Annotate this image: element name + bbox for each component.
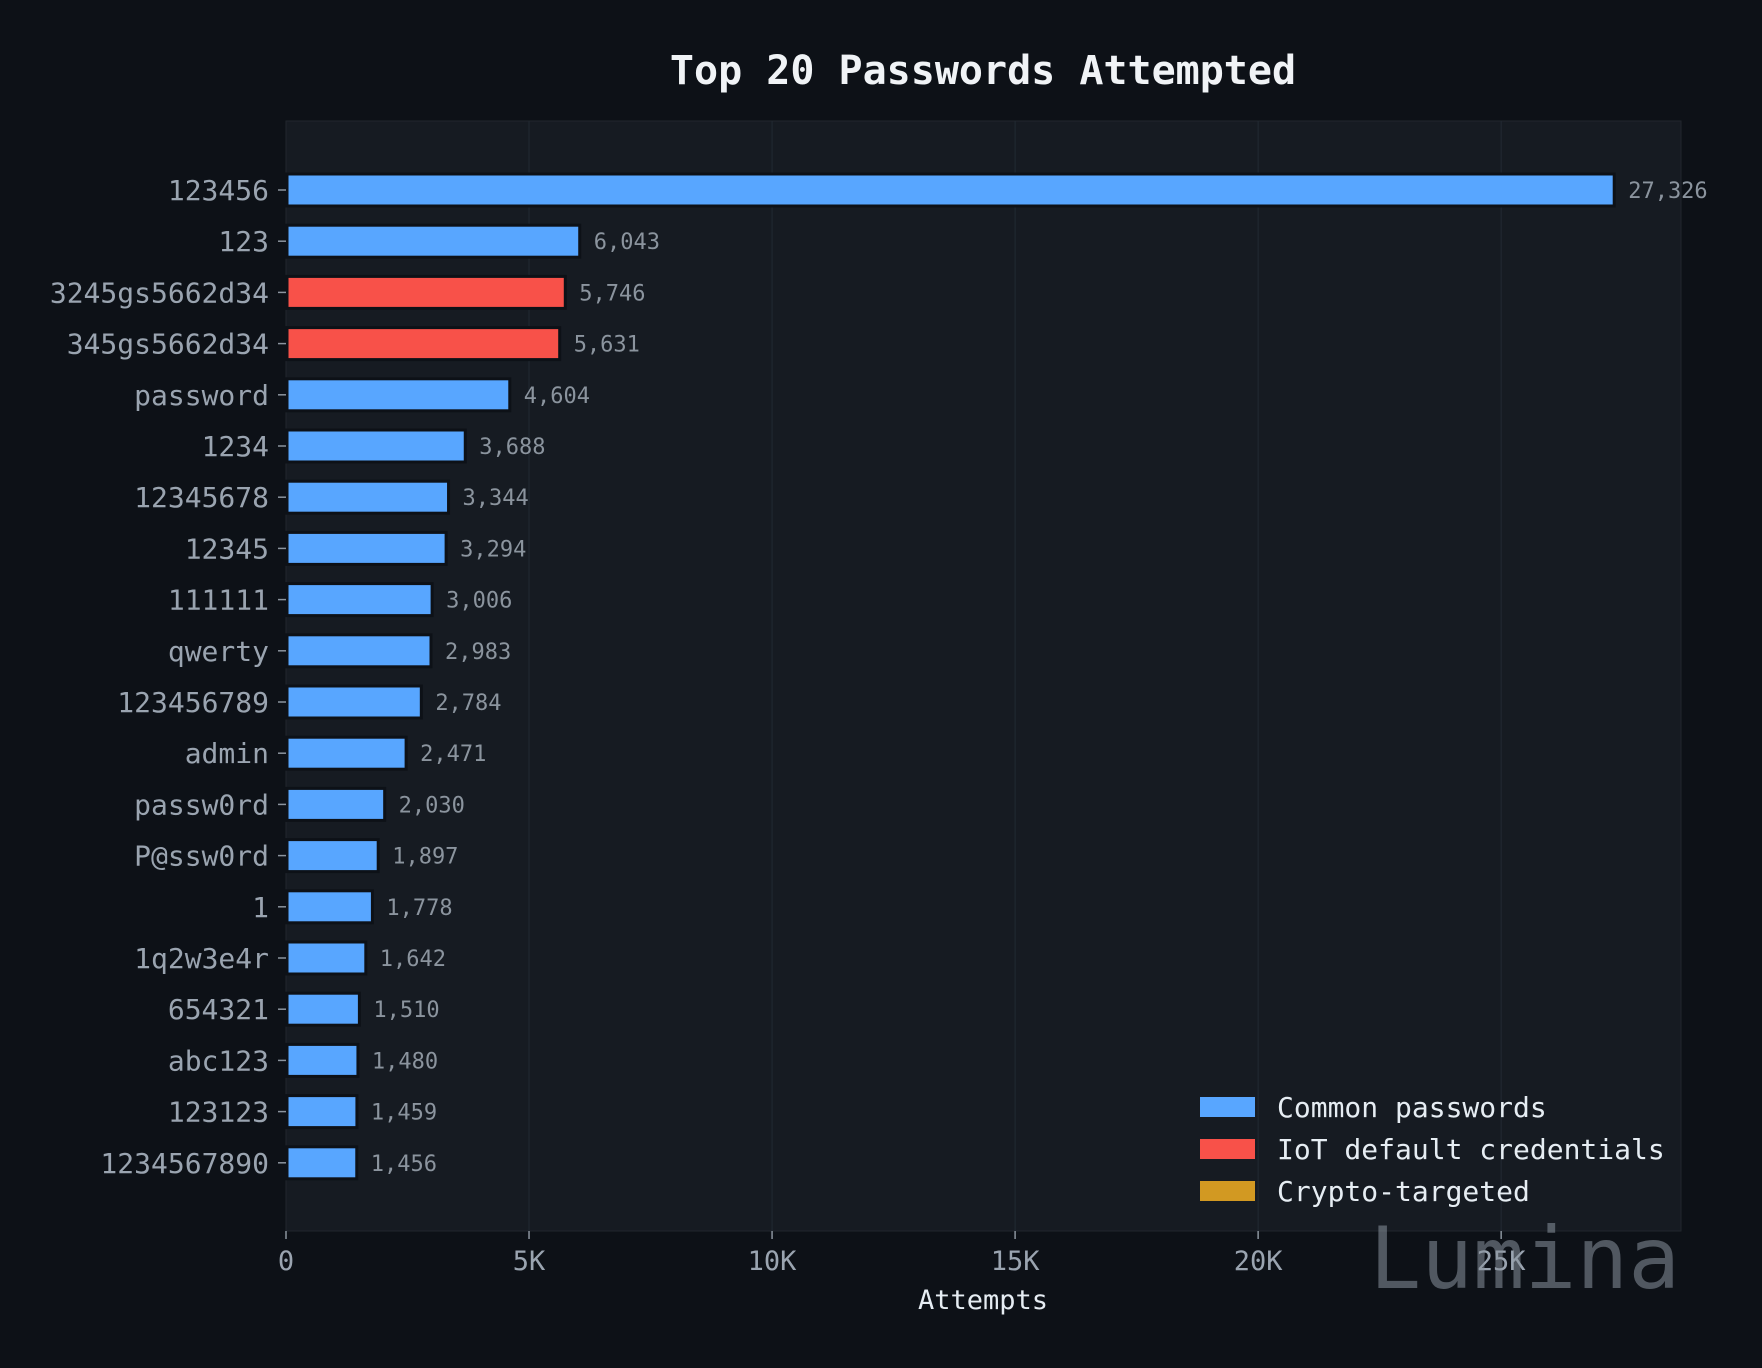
bar bbox=[285, 223, 582, 259]
legend-swatch bbox=[1200, 1181, 1255, 1201]
legend-swatch bbox=[1200, 1097, 1255, 1117]
y-tick-label: 123123 bbox=[168, 1096, 269, 1129]
data-label: 1,510 bbox=[373, 998, 439, 1023]
x-tick-label: 10K bbox=[748, 1246, 798, 1277]
bar bbox=[285, 377, 512, 413]
data-label: 1,459 bbox=[371, 1101, 437, 1126]
y-tick-label: 3245gs5662d34 bbox=[50, 276, 269, 309]
data-label: 6,043 bbox=[594, 230, 660, 255]
y-tick-label: 123456 bbox=[168, 174, 269, 207]
legend: Common passwords IoT default credentials C… bbox=[1200, 1091, 1665, 1208]
bar bbox=[285, 786, 387, 822]
y-axis-ticks: 123456 123 3245gs5662d34 345gs5662d34 passwo… bbox=[50, 174, 286, 1180]
x-gridlines bbox=[528, 121, 1502, 1231]
data-label: 1,778 bbox=[386, 896, 452, 921]
data-label: 1,642 bbox=[380, 947, 446, 972]
y-tick-label: P@ssw0rd bbox=[134, 840, 269, 873]
y-tick-label: 123 bbox=[218, 225, 269, 258]
data-label: 2,030 bbox=[399, 793, 465, 818]
bar bbox=[285, 530, 448, 566]
y-tick-label: 123456789 bbox=[117, 686, 269, 719]
data-label: 4,604 bbox=[524, 384, 590, 409]
y-tick-label: qwerty bbox=[168, 635, 269, 668]
y-tick-label: 654321 bbox=[168, 993, 269, 1026]
bar bbox=[285, 684, 423, 720]
data-label: 2,784 bbox=[435, 691, 501, 716]
x-axis-ticks: 0 5K 10K 15K 20K 25K bbox=[278, 1231, 1526, 1277]
y-tick-label: 345gs5662d34 bbox=[67, 328, 269, 361]
y-tick-label: 1q2w3e4r bbox=[134, 942, 269, 975]
data-label: 3,344 bbox=[463, 486, 529, 511]
bar bbox=[285, 1145, 359, 1181]
x-tick-label: 25K bbox=[1477, 1246, 1527, 1277]
data-label: 2,983 bbox=[445, 640, 511, 665]
y-tick-label: 12345 bbox=[185, 532, 269, 565]
bar bbox=[285, 889, 374, 925]
y-tick-label: 12345678 bbox=[134, 481, 269, 514]
legend-label: Common passwords bbox=[1277, 1091, 1547, 1124]
legend-label: IoT default credentials bbox=[1277, 1133, 1665, 1166]
legend-label: Crypto-targeted bbox=[1277, 1175, 1530, 1208]
bar bbox=[285, 633, 433, 669]
bar bbox=[285, 479, 451, 515]
bar bbox=[285, 326, 562, 362]
data-label: 3,294 bbox=[460, 537, 526, 562]
y-tick-label: abc123 bbox=[168, 1044, 269, 1077]
bar bbox=[285, 838, 380, 874]
bar bbox=[285, 1042, 360, 1078]
data-label: 1,480 bbox=[372, 1049, 438, 1074]
data-label: 2,471 bbox=[420, 742, 486, 767]
data-label: 1,897 bbox=[392, 845, 458, 870]
y-tick-label: 1 bbox=[252, 891, 269, 924]
bar bbox=[285, 991, 361, 1027]
data-label: 27,326 bbox=[1628, 179, 1707, 204]
bar bbox=[285, 582, 434, 618]
legend-swatch bbox=[1200, 1139, 1255, 1159]
y-tick-label: 1234 bbox=[202, 430, 269, 463]
bars-group: 27,326 6,043 5,746 5,631 4,604 3,688 3,344 3,29… bbox=[285, 172, 1708, 1181]
data-label: 5,746 bbox=[579, 281, 645, 306]
x-tick-label: 15K bbox=[991, 1246, 1041, 1277]
data-label: 1,456 bbox=[371, 1152, 437, 1177]
bar bbox=[285, 1094, 359, 1130]
x-axis-label: Attempts bbox=[918, 1285, 1048, 1316]
bar bbox=[285, 172, 1616, 208]
watermark: Lumina bbox=[1369, 1209, 1680, 1309]
x-tick-label: 5K bbox=[513, 1246, 546, 1277]
y-tick-label: passw0rd bbox=[134, 788, 269, 821]
bar bbox=[285, 735, 408, 771]
data-label: 3,006 bbox=[446, 589, 512, 614]
y-tick-label: 111111 bbox=[168, 584, 269, 617]
bar bbox=[285, 940, 368, 976]
bar bbox=[285, 428, 467, 464]
bar bbox=[285, 274, 567, 310]
y-tick-label: 1234567890 bbox=[100, 1147, 269, 1180]
x-tick-label: 20K bbox=[1234, 1246, 1284, 1277]
chart-title: Top 20 Passwords Attempted bbox=[670, 48, 1296, 94]
y-tick-label: password bbox=[134, 379, 269, 412]
data-label: 5,631 bbox=[574, 333, 640, 358]
data-label: 3,688 bbox=[479, 435, 545, 460]
x-tick-label: 0 bbox=[278, 1246, 294, 1277]
y-tick-label: admin bbox=[185, 737, 269, 770]
